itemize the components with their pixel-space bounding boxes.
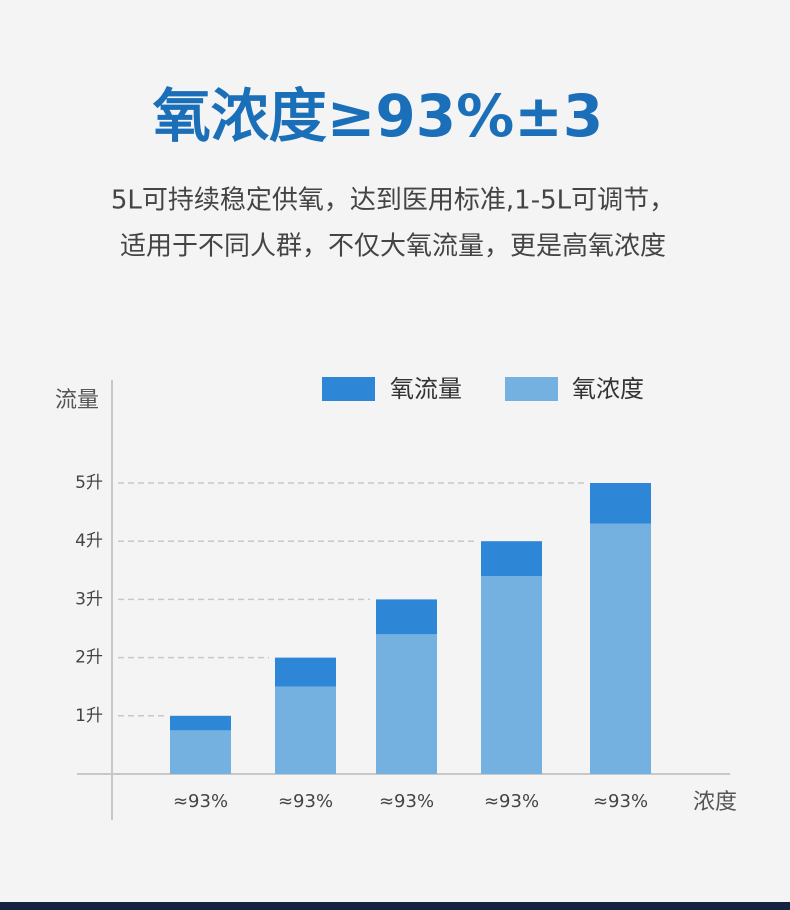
- x-tick-label: ≈93%: [484, 791, 539, 812]
- bottom-strip: [0, 902, 790, 910]
- legend-label: 氧浓度: [572, 375, 644, 403]
- bar-segment: [481, 576, 542, 774]
- subtitle: 适用于不同人群，不仅大氧流量，更是高氧浓度: [120, 232, 666, 262]
- bar-segment: [275, 657, 336, 687]
- title: 氧浓度≥93%±3: [153, 82, 603, 150]
- y-tick-label: 3升: [75, 589, 103, 609]
- bar-segment: [590, 483, 651, 524]
- x-tick-label: ≈93%: [593, 791, 648, 812]
- legend-swatch: [322, 377, 375, 401]
- bar-segment: [170, 730, 231, 774]
- y-tick-label: 2升: [75, 648, 103, 668]
- bar-segment: [376, 599, 437, 635]
- bar-segment: [481, 541, 542, 577]
- y-axis-label: 流量: [55, 388, 99, 413]
- x-axis-label: 浓度: [693, 790, 737, 815]
- x-tick-label: ≈93%: [379, 791, 434, 812]
- y-tick-label: 4升: [75, 531, 103, 551]
- y-tick-label: 5升: [75, 473, 103, 493]
- bar-segment: [590, 523, 651, 774]
- bar-segment: [170, 715, 231, 731]
- x-tick-label: ≈93%: [173, 791, 228, 812]
- subtitle: 5L可持续稳定供氧，达到医用标准,1-5L可调节，: [111, 186, 675, 216]
- y-tick-label: 1升: [75, 706, 103, 726]
- legend-swatch: [505, 377, 558, 401]
- bar-segment: [376, 634, 437, 774]
- bar-segment: [275, 686, 336, 774]
- x-tick-label: ≈93%: [278, 791, 333, 812]
- legend-label: 氧流量: [390, 375, 462, 403]
